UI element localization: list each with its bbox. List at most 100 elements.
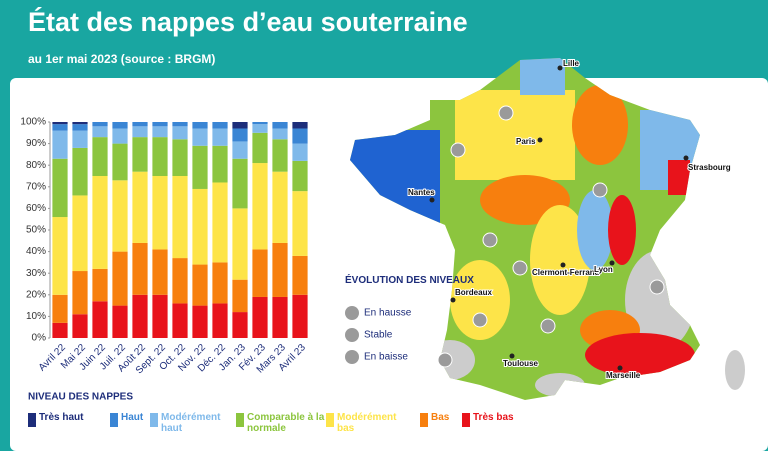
legend-label-box: Bas <box>431 412 449 423</box>
legend-label: Haut <box>121 412 144 423</box>
bar-segment <box>72 122 88 125</box>
bar-segment <box>212 303 228 338</box>
bar-segment <box>112 122 128 129</box>
bar-segment <box>192 188 208 265</box>
bar-segment <box>52 122 68 125</box>
bar-segment <box>272 171 288 243</box>
legend-title: NIVEAU DES NAPPES <box>28 392 133 403</box>
bar-segment <box>212 182 228 263</box>
bar-segment <box>232 208 248 280</box>
map-legend-title-text: ÉVOLUTION DES NIVEAUX <box>345 273 474 286</box>
bar-segment <box>112 180 128 252</box>
bar-segment <box>72 124 88 131</box>
map-legend-label: Stable <box>364 330 393 341</box>
legend-swatch <box>326 413 334 427</box>
bar-segment <box>152 137 168 176</box>
bar-segment <box>192 264 208 306</box>
legend-label: Modérément haut <box>161 412 221 434</box>
y-tick-label: 70% <box>26 181 46 192</box>
bar-segment <box>272 122 288 129</box>
bar-segment <box>292 122 308 129</box>
bar-segment <box>252 163 268 250</box>
bar-segment <box>292 294 308 338</box>
legend-swatch <box>110 413 118 427</box>
legend-swatch <box>150 413 158 427</box>
bar-segment <box>272 296 288 338</box>
bar-segment <box>172 303 188 338</box>
bar-segment <box>192 145 208 189</box>
map-legend-icon <box>345 306 359 320</box>
bar-segment <box>72 195 88 272</box>
bar-segment <box>192 122 208 129</box>
y-tick-label: 60% <box>26 203 46 214</box>
y-tick-label: 10% <box>26 311 46 322</box>
bar-segment <box>252 296 268 338</box>
bar-segment <box>72 130 88 148</box>
title: État des nappes d’eau souterraine <box>28 6 468 37</box>
bar-segment <box>292 143 308 161</box>
bar-segment <box>272 242 288 297</box>
bar-segment <box>152 294 168 338</box>
city-label: Lille <box>563 59 580 68</box>
bar-segment <box>132 294 148 338</box>
bar-segment <box>292 128 308 144</box>
bar-segment <box>272 139 288 172</box>
bar-segment <box>252 124 268 133</box>
bar-segment <box>212 122 228 129</box>
y-tick-label: 30% <box>26 268 46 279</box>
bar-segment <box>252 249 268 297</box>
y-tick-label: 80% <box>26 160 46 171</box>
bar-segment <box>132 242 148 295</box>
legend-label-box: Modérément haut <box>161 412 221 434</box>
city-label: Strasbourg <box>688 163 731 172</box>
bar-segment <box>172 176 188 259</box>
bar-segment <box>52 217 68 295</box>
y-tick-label: 40% <box>26 246 46 257</box>
bar-segment <box>212 262 228 304</box>
bar-segment <box>92 301 108 338</box>
bar-segment <box>252 132 268 164</box>
city-label: Marseille <box>606 371 641 380</box>
bar-segment <box>152 126 168 138</box>
bar-segment <box>132 122 148 127</box>
bar-segment <box>112 143 128 181</box>
bar-segment <box>272 128 288 140</box>
bar-segment <box>232 158 248 209</box>
bar-segment <box>52 294 68 323</box>
bar-segment <box>232 279 248 313</box>
bar-segment <box>152 122 168 127</box>
map-legend-icon <box>345 350 359 364</box>
bar-segment <box>72 271 88 315</box>
bar-segment <box>132 126 148 138</box>
legend-label: Modérément bas <box>337 412 397 434</box>
y-tick-label: 90% <box>26 138 46 149</box>
bar-segment <box>72 147 88 196</box>
bar-segment <box>112 305 128 338</box>
bar-segment <box>132 137 148 172</box>
legend-label-box: Haut <box>121 412 144 423</box>
city-label: Paris <box>516 137 536 146</box>
legend-swatch <box>420 413 428 427</box>
bar-segment <box>292 191 308 256</box>
subtitle: au 1er mai 2023 (source : BRGM) <box>28 52 215 66</box>
legend-swatch <box>28 413 36 427</box>
bar-segment <box>212 145 228 183</box>
legend-label-box: Très haut <box>39 412 83 423</box>
trend-icons <box>437 105 665 368</box>
bar-segment <box>172 126 188 140</box>
bar-segment <box>132 171 148 243</box>
bar-segment <box>92 176 108 269</box>
city-label: Bordeaux <box>455 288 492 297</box>
legend-swatch <box>462 413 470 427</box>
bar-segment <box>232 122 248 129</box>
city-label: Nantes <box>408 188 435 197</box>
bar-segment <box>112 128 128 144</box>
map-legend-label: En hausse <box>364 308 412 319</box>
bar-segment <box>52 124 68 131</box>
bar-segment <box>232 141 248 159</box>
bar-segment <box>192 128 208 146</box>
bar-segment <box>172 122 188 127</box>
bar-segment <box>232 312 248 338</box>
bar-segment <box>192 305 208 338</box>
